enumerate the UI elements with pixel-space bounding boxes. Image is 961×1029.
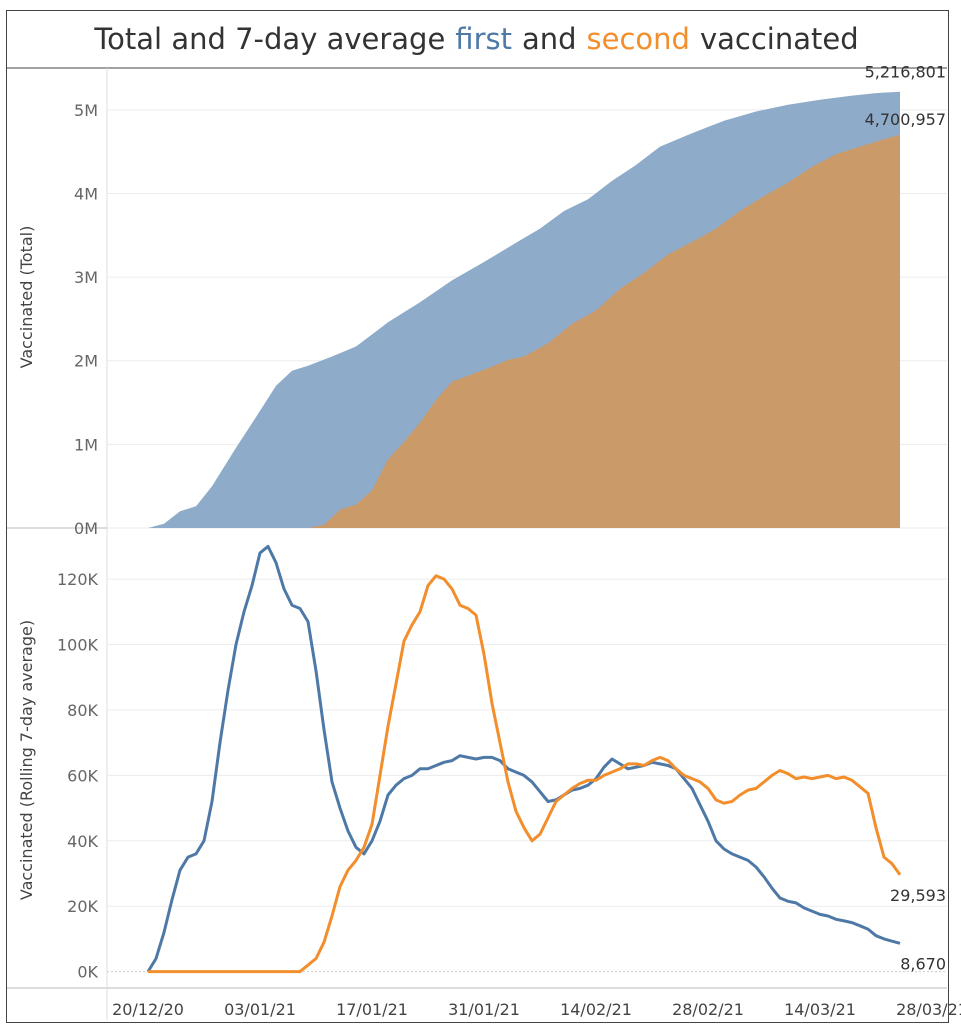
top-y-axis-title: Vaccinated (Total) xyxy=(17,226,36,369)
bottom-y-tick-label: 80K xyxy=(67,701,98,720)
top-y-tick-label: 4M xyxy=(74,184,98,203)
bottom-label-first: 8,670 xyxy=(900,954,946,973)
chart-title: Total and 7-day average first and second… xyxy=(6,10,947,68)
top-y-tick-label: 0M xyxy=(74,519,98,538)
bottom-label-second: 29,593 xyxy=(890,886,946,905)
x-tick-label: 03/01/21 xyxy=(224,1000,296,1019)
bottom-line-second xyxy=(148,574,902,974)
title-word-first: first xyxy=(455,22,512,56)
x-tick-label: 14/03/21 xyxy=(784,1000,856,1019)
bottom-y-axis-title: Vaccinated (Rolling 7-day average) xyxy=(17,620,36,900)
top-y-tick-label: 3M xyxy=(74,268,98,287)
title-part-and: and xyxy=(521,22,577,56)
bottom-y-tick-label: 120K xyxy=(57,570,99,589)
top-y-tick-label: 1M xyxy=(74,435,98,454)
x-tick-label: 28/03/21 xyxy=(896,1000,961,1019)
top-panel: 0M 1M 2M 3M 4M 5M 5,216,801 4,700,957 xyxy=(74,63,947,538)
top-label-second: 4,700,957 xyxy=(865,110,946,129)
top-y-tick-label: 5M xyxy=(74,101,98,120)
title-part1: Total and 7-day average xyxy=(94,22,446,56)
bottom-panel: 0K 20K 40K 60K 80K 100K 120K 29,593 8,670 xyxy=(57,544,947,982)
top-label-first: 5,216,801 xyxy=(865,63,946,82)
x-tick-label: 28/02/21 xyxy=(672,1000,744,1019)
bottom-y-tick-label: 0K xyxy=(77,963,98,982)
x-axis: 20/12/20 03/01/21 17/01/21 31/01/21 14/02/21… xyxy=(112,1000,961,1019)
bottom-line-first xyxy=(146,544,901,973)
x-tick-label: 14/02/21 xyxy=(560,1000,632,1019)
bottom-y-tick-label: 20K xyxy=(67,897,98,916)
x-tick-label: 17/01/21 xyxy=(336,1000,408,1019)
bottom-y-tick-label: 100K xyxy=(57,636,99,655)
top-area-second xyxy=(148,134,900,529)
bottom-y-tick-label: 60K xyxy=(67,766,98,785)
x-tick-label: 20/12/20 xyxy=(112,1000,184,1019)
bottom-y-tick-label: 40K xyxy=(67,832,98,851)
top-y-tick-label: 2M xyxy=(74,352,98,371)
title-part-end: vaccinated xyxy=(699,22,859,56)
x-tick-label: 31/01/21 xyxy=(448,1000,520,1019)
title-word-second: second xyxy=(586,22,690,56)
